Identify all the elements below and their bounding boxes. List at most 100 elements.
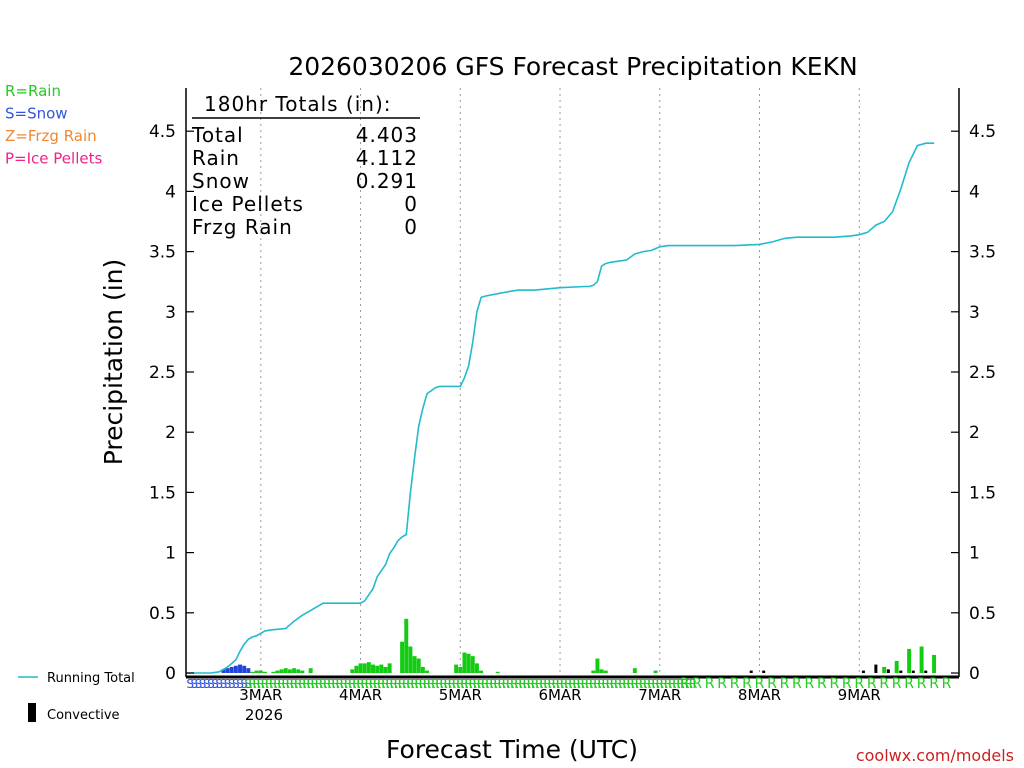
snow-marker: S xyxy=(236,677,244,691)
rain-marker: R xyxy=(564,677,572,691)
convective-bar xyxy=(924,670,928,673)
precip-bar-snow xyxy=(225,668,230,673)
precip-bar-snow xyxy=(221,669,226,673)
rain-marker: R xyxy=(444,677,452,691)
rain-marker: R xyxy=(390,677,398,691)
precip-bar-rain xyxy=(283,668,288,673)
rain-marker: R xyxy=(385,677,393,691)
y-tick-label: 0 xyxy=(165,664,176,684)
rain-marker: R xyxy=(277,677,285,691)
precip-bar-rain xyxy=(350,669,355,673)
rain-marker: R xyxy=(556,677,564,691)
rain-marker: R xyxy=(730,676,740,692)
x-tick-label: 8MAR xyxy=(738,686,781,704)
precip-bar-rain xyxy=(470,656,475,673)
rain-marker: R xyxy=(597,677,605,691)
precip-bar-rain xyxy=(462,652,467,673)
rain-marker: R xyxy=(473,677,481,691)
convective-swatch xyxy=(28,703,36,722)
convective-bar xyxy=(886,669,890,673)
y-tick-label-right: 3.5 xyxy=(969,243,996,263)
rain-marker: R xyxy=(244,677,252,691)
precip-bar-rain xyxy=(599,669,604,673)
totals-row-value: 4.112 xyxy=(356,146,418,170)
rain-marker: R xyxy=(294,677,302,691)
rain-marker: R xyxy=(668,677,676,691)
rain-marker: R xyxy=(552,677,560,691)
precip-bar-rain xyxy=(412,656,417,673)
legend: R=Rain S=Snow Z=Frzg Rain P=Ice Pellets Runn… xyxy=(5,82,135,723)
rain-marker: R xyxy=(282,677,290,691)
y-tick-label-right: 2.5 xyxy=(969,363,996,383)
rain-marker: R xyxy=(917,676,927,692)
y-tick-label-right: 3 xyxy=(969,303,980,323)
rain-marker: R xyxy=(377,677,385,691)
rain-marker: R xyxy=(381,677,389,691)
precip-bar-rain xyxy=(375,665,380,673)
rain-marker: R xyxy=(647,677,655,691)
x-tick-label: 4MAR xyxy=(339,686,382,704)
rain-marker: R xyxy=(406,677,414,691)
precip-bar-rain xyxy=(254,670,259,673)
rain-marker: R xyxy=(879,676,889,692)
precip-bar-rain xyxy=(300,670,305,673)
precip-bar-rain xyxy=(495,671,500,673)
precip-bar-rain xyxy=(882,666,887,673)
precip-bar-rain xyxy=(387,663,392,673)
running-total-line xyxy=(186,142,935,674)
rain-marker: R xyxy=(581,677,589,691)
precip-bar-rain xyxy=(258,670,263,673)
rain-marker: R xyxy=(456,677,464,691)
chart-title: 2026030206 GFS Forecast Precipitation KE… xyxy=(288,52,857,81)
rain-marker: R xyxy=(589,677,597,691)
rain-marker: R xyxy=(323,677,331,691)
rain-marker: R xyxy=(780,676,790,692)
totals-row-value: 0 xyxy=(404,215,418,239)
precip-bar-rain xyxy=(275,670,280,673)
rain-marker: R xyxy=(265,677,273,691)
precip-bar-rain xyxy=(371,664,375,673)
rain-marker: R xyxy=(423,677,431,691)
rain-marker: R xyxy=(689,677,697,691)
precip-bar-rain xyxy=(358,663,363,673)
rain-marker: R xyxy=(273,677,281,691)
rain-marker: R xyxy=(627,677,635,691)
precip-type-legend-item: Z=Frzg Rain xyxy=(5,127,97,145)
totals-row-label: Ice Pellets xyxy=(192,192,304,216)
snow-marker: S xyxy=(224,677,232,691)
snow-marker: S xyxy=(203,677,211,691)
rain-marker: R xyxy=(635,677,643,691)
rain-marker: R xyxy=(340,677,348,691)
snow-marker: S xyxy=(240,677,248,691)
rain-marker: R xyxy=(676,677,684,691)
rain-marker: R xyxy=(307,677,315,691)
snow-marker: S xyxy=(190,677,198,691)
rain-marker: R xyxy=(817,676,827,692)
totals-box: 180hr Totals (in): Total 4.403 Rain 4.112 Sno… xyxy=(191,92,420,239)
rain-marker: R xyxy=(539,677,547,691)
rain-marker: R xyxy=(319,677,327,691)
precip-bar-rain xyxy=(354,665,359,673)
convective-legend-label: Convective xyxy=(47,708,120,723)
precip-bar-rain xyxy=(653,670,658,673)
rain-marker: R xyxy=(535,677,543,691)
snow-marker: S xyxy=(186,677,194,691)
precip-bar-rain xyxy=(271,671,276,673)
y-axis-label: Precipitation (in) xyxy=(99,259,128,466)
snow-marker: S xyxy=(228,677,236,691)
rain-marker: R xyxy=(352,677,360,691)
totals-header: 180hr Totals (in): xyxy=(204,92,392,116)
rain-marker: R xyxy=(622,677,630,691)
precip-bar-rain xyxy=(408,646,413,673)
y-tick-label: 1.5 xyxy=(149,483,176,503)
snow-marker: S xyxy=(207,677,215,691)
rain-marker: R xyxy=(904,676,914,692)
rain-marker: R xyxy=(664,677,672,691)
snow-marker: S xyxy=(220,677,228,691)
rain-marker: R xyxy=(448,677,456,691)
rain-marker: R xyxy=(892,676,902,692)
convective-bar xyxy=(874,664,878,673)
precip-bar-snow xyxy=(246,668,251,673)
precip-bar-rain xyxy=(308,668,313,673)
